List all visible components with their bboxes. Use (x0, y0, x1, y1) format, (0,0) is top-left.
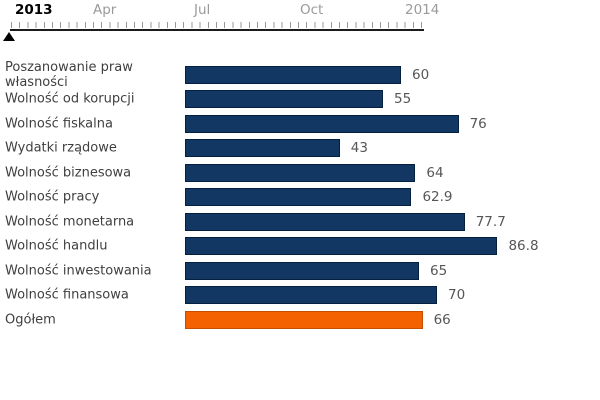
category-label: Wolność pracy (5, 189, 100, 205)
bar-row: Wolność biznesowa 64 (0, 163, 600, 182)
value-label: 86.8 (508, 238, 539, 254)
slider-handle-triangle-icon[interactable] (3, 32, 15, 41)
bar (185, 114, 459, 133)
category-label: Ogółem (5, 312, 56, 327)
bar (185, 286, 437, 304)
category-label: Poszanowanie praw własności (5, 59, 133, 90)
bar (185, 90, 383, 108)
bar-row: Wydatki rządowe 43 (0, 139, 600, 157)
category-label: Wydatki rządowe (5, 140, 117, 156)
bar-row: Wolność finansowa 70 (0, 286, 600, 304)
bar-row: Wolność handlu 86.8 (0, 237, 600, 255)
timeline-label-2013: 2013 (15, 2, 53, 18)
timeline-axis-line (10, 29, 424, 31)
bar-row: Wolność monetarna 77.7 (0, 212, 600, 231)
value-label: 76 (469, 115, 487, 132)
bar-overall (185, 310, 423, 329)
bar-row: Wolność pracy 62.9 (0, 188, 600, 206)
category-label: Wolność finansowa (5, 287, 129, 303)
value-label: 66 (433, 311, 451, 328)
bar-row: Poszanowanie praw własności 60 (0, 60, 600, 90)
category-label: Wolność fiskalna (5, 116, 113, 131)
value-label: 64 (426, 164, 444, 181)
bar (185, 65, 401, 84)
value-label: 77.7 (475, 213, 506, 230)
value-label: 43 (350, 140, 368, 156)
bar (185, 237, 498, 255)
category-label: Wolność od korupcji (5, 91, 135, 107)
timeline-label-jul: Jul (194, 2, 211, 18)
bar-row: Wolność inwestowania 65 (0, 261, 600, 280)
value-label: 60 (412, 66, 430, 83)
time-slider: 2013 Apr Jul Oct 2014 (0, 0, 600, 46)
bar (185, 163, 416, 182)
category-label: Wolność monetarna (5, 214, 135, 229)
bar-row: Wolność fiskalna 76 (0, 114, 600, 133)
timeline-label-oct: Oct (300, 2, 324, 18)
bar (185, 188, 412, 206)
bar-row: Wolność od korupcji 55 (0, 90, 600, 108)
bar-row: Ogółem 66 (0, 310, 600, 329)
timeline-label-2014: 2014 (405, 2, 440, 18)
value-label: 62.9 (422, 189, 453, 205)
value-label: 55 (394, 91, 412, 107)
timeline-label-apr: Apr (93, 2, 117, 18)
bar (185, 261, 419, 280)
timeline-ticks (11, 22, 422, 28)
value-label: 70 (448, 287, 466, 303)
bar (185, 212, 465, 231)
bar (185, 139, 340, 157)
category-label: Wolność handlu (5, 238, 108, 254)
category-label: Wolność inwestowania (5, 263, 152, 278)
value-label: 65 (430, 262, 448, 279)
category-label: Wolność biznesowa (5, 165, 132, 180)
